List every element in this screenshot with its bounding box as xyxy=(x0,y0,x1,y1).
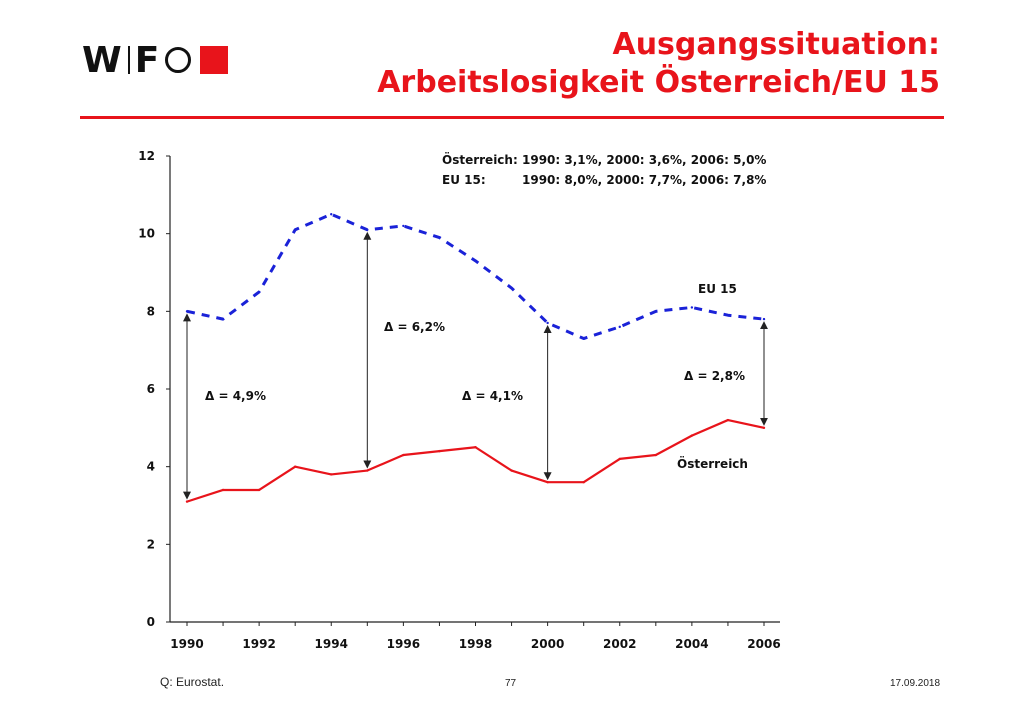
logo-letter-f: F xyxy=(134,39,161,81)
data-point xyxy=(510,286,513,290)
data-point xyxy=(474,446,477,449)
chart-axes: 0 2 4 6 8 10 12 1990 1992 1994 1996 1998 2000 2002 200… xyxy=(138,149,780,651)
data-point xyxy=(438,236,441,239)
chart-labels: Δ = 4,9% Δ = 6,2% Δ = 4,1% Δ = 2,8% EU 15 Öst… xyxy=(205,152,766,471)
y-tick-label: 8 xyxy=(147,304,155,318)
difference-label: Δ = 2,8% xyxy=(684,369,745,383)
data-point xyxy=(330,473,333,476)
y-tick-label: 6 xyxy=(147,382,155,396)
chart-series xyxy=(185,212,766,503)
difference-label: Δ = 4,9% xyxy=(205,389,266,403)
data-point xyxy=(293,465,297,468)
y-tick-label: 4 xyxy=(147,460,155,474)
logo-circle xyxy=(165,47,192,73)
data-point xyxy=(185,500,189,503)
title-line-1: Ausgangssituation: xyxy=(612,27,940,62)
x-tick-label: 1994 xyxy=(315,637,348,651)
logo-separator xyxy=(127,46,130,74)
x-tick-label: 2004 xyxy=(675,637,708,651)
data-point xyxy=(726,314,730,317)
x-tick-label: 2000 xyxy=(531,637,564,651)
data-point xyxy=(618,457,621,461)
data-point xyxy=(654,310,658,313)
data-point xyxy=(185,310,189,313)
data-point xyxy=(690,434,694,437)
source-note: Q: Eurostat. xyxy=(160,675,225,689)
annotation-values-eu15: 1990: 8,0%, 2000: 7,7%, 2006: 7,8% xyxy=(522,173,766,187)
x-tick-label: 2002 xyxy=(603,637,636,651)
data-point xyxy=(366,469,369,472)
annotation-values-oesterreich: 1990: 3,1%, 2000: 3,6%, 2006: 5,0% xyxy=(522,153,766,167)
data-point xyxy=(762,426,766,430)
data-point xyxy=(726,418,730,422)
x-tick-label: 2006 xyxy=(747,637,780,651)
x-tick-label: 1998 xyxy=(459,637,492,651)
title-underline xyxy=(80,116,944,119)
data-point xyxy=(762,317,766,321)
y-tick-label: 2 xyxy=(147,537,155,551)
data-point xyxy=(654,453,658,457)
data-point xyxy=(257,290,261,294)
logo-red-square xyxy=(200,46,229,74)
data-point xyxy=(221,317,225,321)
annotation-label-oesterreich: Österreich: xyxy=(442,152,518,167)
data-point xyxy=(582,481,585,484)
data-point xyxy=(690,306,694,309)
y-tick-label: 12 xyxy=(138,149,155,163)
wifo-logo: W F xyxy=(82,39,229,81)
data-point xyxy=(257,488,261,492)
data-point xyxy=(330,213,333,216)
data-point xyxy=(546,321,549,325)
data-point xyxy=(510,469,513,472)
series-line-eu15 xyxy=(186,212,765,341)
data-point xyxy=(221,488,225,492)
data-point xyxy=(366,228,369,231)
annotation-label-eu15: EU 15: xyxy=(442,173,486,187)
data-point xyxy=(474,259,477,263)
difference-arrows xyxy=(183,231,768,500)
x-tick-label: 1990 xyxy=(170,637,203,651)
data-point xyxy=(618,325,621,329)
x-tick-label: 1992 xyxy=(242,637,275,651)
title-line-2: Arbeitslosigkeit Österreich/EU 15 xyxy=(377,65,940,100)
data-point xyxy=(438,449,441,453)
logo-letter-w: W xyxy=(82,39,123,81)
x-tick-label: 1996 xyxy=(387,637,420,651)
data-point xyxy=(582,337,585,340)
difference-label: Δ = 6,2% xyxy=(384,320,445,334)
difference-label: Δ = 4,1% xyxy=(462,389,523,403)
data-point xyxy=(402,224,405,228)
slide-title: Ausgangssituation: Arbeitslosigkeit Öste… xyxy=(377,26,940,102)
series-label-oesterreich: Österreich xyxy=(677,456,748,471)
series-label-eu15: EU 15 xyxy=(698,282,737,296)
data-point xyxy=(546,481,549,484)
y-tick-label: 0 xyxy=(147,615,155,629)
data-point xyxy=(402,453,405,457)
slide-date: 17.09.2018 xyxy=(890,678,941,689)
data-point xyxy=(293,228,297,231)
page-number: 77 xyxy=(505,678,517,689)
y-tick-label: 10 xyxy=(138,227,155,241)
